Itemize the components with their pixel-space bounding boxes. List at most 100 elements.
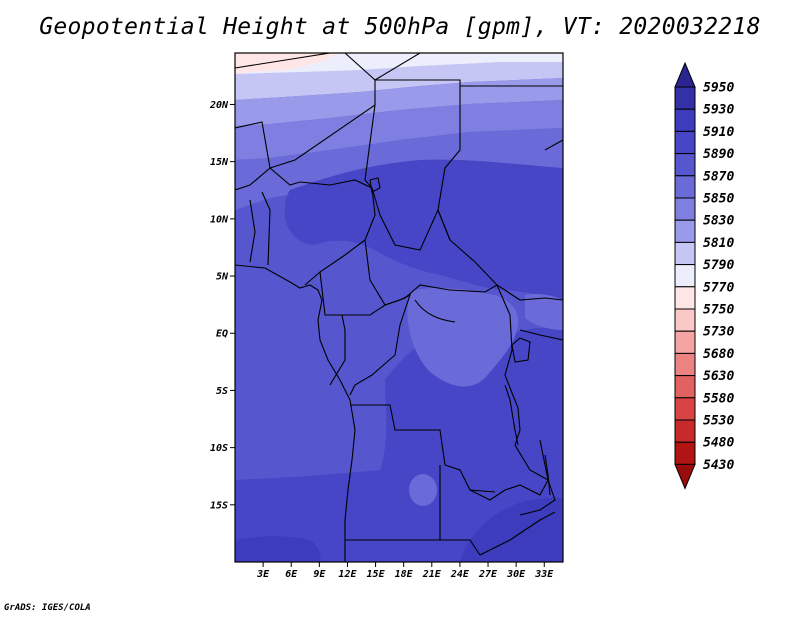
lake-chad [369,177,381,193]
colorbar-box-9 [674,264,696,288]
lat-tick-label-2: 10N [210,214,229,225]
river-congo [414,299,456,323]
border-car-chad [379,208,451,251]
border-niger-chad [364,104,381,216]
colorbar-box-17 [674,441,696,465]
border-burkina-nigeria [269,167,373,189]
colorbar-box-12 [674,330,696,354]
core-south-west-dark [235,536,321,562]
border-algeria-niger [235,53,331,69]
colorbar: 5950 5930 5910 5890 5870 5850 5830 5810 5790 5770… [674,61,734,490]
lake-tanganyika [504,384,519,446]
lat-tick-label-3: 5N [216,272,229,283]
lon-tick-label-10: 33E [534,569,554,580]
lake-victoria [511,337,531,363]
lat-tick-label-4: EQ [216,329,228,340]
grads-credit: GrADS: IGES/COLA [4,603,91,613]
border-libya-egypt [374,53,421,81]
colorbar-box-15 [674,397,696,421]
border-zambia-drc [469,479,549,501]
border-drc-angola [350,404,496,493]
colorbar-label-0: 5950 [703,81,734,96]
border-tanzania [519,329,563,341]
lake-malawi [544,454,551,496]
lon-tick-label-2: 9E [313,569,326,580]
patch-central-light [407,287,519,387]
colorbar-bottom-arrow [674,463,696,490]
colorbar-label-13: 5630 [703,369,734,384]
colorbar-label-9: 5770 [703,280,734,295]
patch-east-streak [525,293,563,330]
lat-axis: 20N 15N 10N 5N EQ 5S 10S 15S [209,100,235,511]
colorbar-box-8 [674,241,696,266]
lake-kariba [519,509,541,516]
colorbar-top-arrow [674,61,696,88]
border-congo-drc [349,293,411,396]
colorbar-label-15: 5530 [703,414,734,429]
lon-axis: 3E 6E 9E 12E 15E 18E 21E 24E 27E 30E 33E [256,562,554,580]
border-nigeria-cameroon [304,187,376,286]
colorbar-label-12: 5680 [703,347,734,362]
colorbar-box-11 [674,308,696,332]
colorbar-label-14: 5580 [703,391,734,406]
colorbar-label-2: 5910 [703,125,734,140]
colorbar-label-6: 5830 [703,214,734,229]
colorbar-box-1 [674,86,696,110]
border-ethiopia [544,139,563,151]
colorbar-label-8: 5790 [703,258,734,273]
lon-tick-label-1: 6E [285,569,298,580]
country-borders [235,53,563,562]
border-ghana [249,199,256,263]
border-benin-togo [261,191,271,266]
core-north-high [284,159,563,300]
field-shading [235,53,563,562]
colorbar-label-11: 5730 [703,325,734,340]
colorbar-box-14 [674,375,696,399]
lon-tick-label-3: 12E [338,569,357,580]
patch-south-bubble [409,474,437,506]
border-gabon-congo [329,314,346,386]
colorbar-label-7: 5810 [703,236,734,251]
core-south-high [235,327,563,562]
lon-tick-label-5: 18E [395,569,414,580]
colorbar-label-5: 5850 [703,192,734,207]
colorbar-box-2 [674,108,696,132]
colorbar-box-5 [674,175,696,199]
colorbar-label-1: 5930 [703,103,734,118]
border-sudan-south-sudan [449,239,563,301]
colorbar-label-17: 5430 [703,458,734,473]
border-car-south [364,239,498,306]
border-angola-zambia [439,465,481,556]
core-5910-5930 [460,497,563,562]
lat-tick-label-6: 10S [210,443,228,454]
border-malawi [539,439,556,511]
band-5810-5830 [235,78,563,126]
colorbar-box-3 [674,130,696,155]
colorbar-label-16: 5480 [703,436,734,451]
colorbar-label-3: 5890 [703,147,734,162]
lon-tick-label-4: 15E [367,569,386,580]
colorbar-box-13 [674,352,696,377]
colorbar-box-7 [674,219,696,243]
lon-tick-label-8: 27E [478,569,498,580]
colorbar-box-10 [674,286,696,310]
map-frame [234,52,564,563]
lat-tick-label-1: 15N [210,157,229,168]
chart-title: Geopotential Height at 500hPa [gpm], VT:… [39,14,761,40]
band-pink-nw [235,53,340,74]
lon-tick-label-6: 21E [422,569,442,580]
colorbar-box-6 [674,197,696,221]
colorbar-box-4 [674,153,696,177]
border-zambia-zimbabwe [479,511,556,556]
colorbar-label-10: 5750 [703,303,734,318]
border-drc-east [496,284,549,481]
colorbar-label-4: 5870 [703,169,734,184]
colorbar-box-16 [674,419,696,443]
lat-tick-label-5: 5S [216,386,228,397]
lon-tick-label-0: 3E [256,569,270,580]
lon-tick-label-9: 30E [506,569,526,580]
coastline-west-africa [235,264,356,562]
lat-tick-label-0: 20N [209,100,229,111]
lat-tick-label-7: 15S [210,500,228,511]
